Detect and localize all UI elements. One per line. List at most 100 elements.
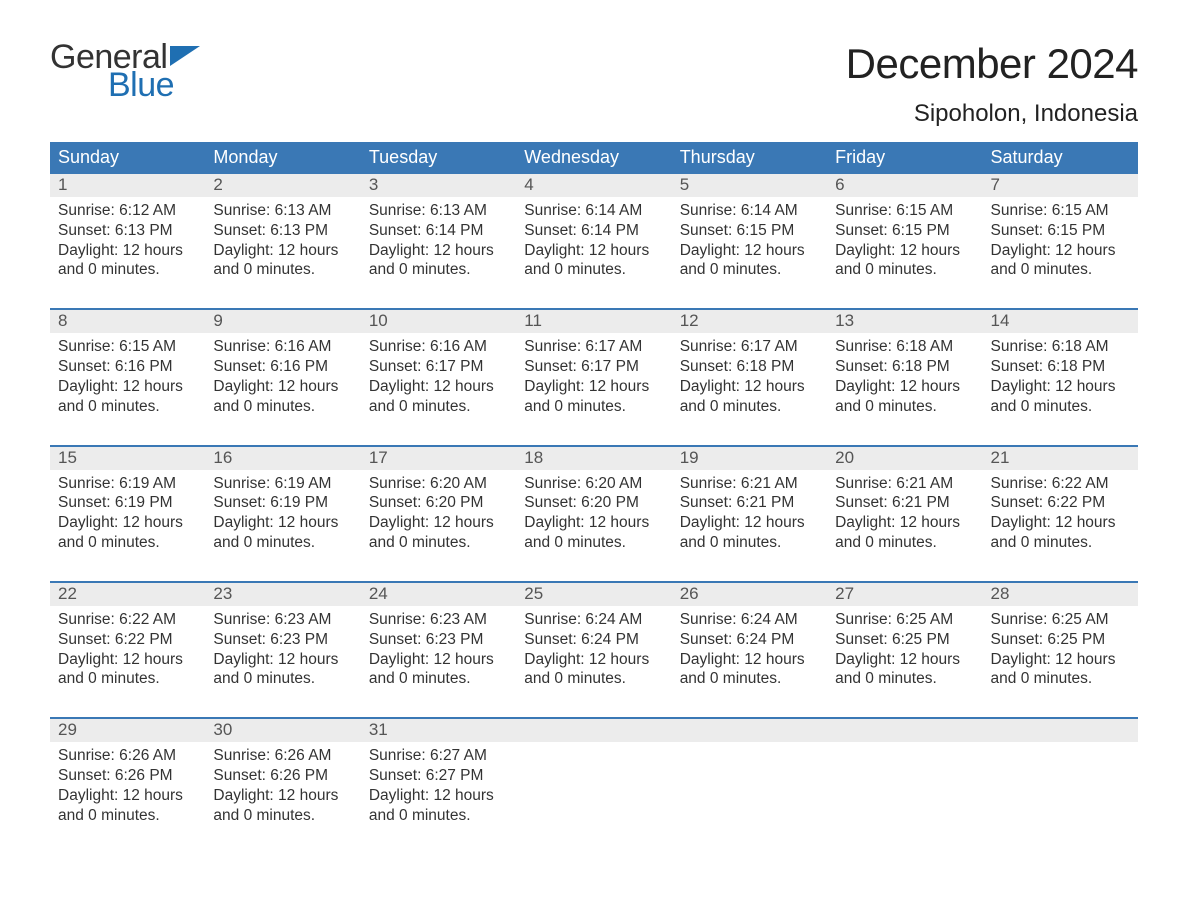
day-day1: Daylight: 12 hours	[991, 241, 1130, 261]
day-number-cell: 19	[672, 446, 827, 470]
week-daynum-row: 1234567	[50, 174, 1138, 197]
day-sunset: Sunset: 6:20 PM	[524, 493, 663, 513]
day-body-cell	[516, 742, 671, 835]
day-number: 15	[50, 447, 205, 470]
day-number-cell	[827, 718, 982, 742]
day-number-cell: 13	[827, 309, 982, 333]
day-number: 4	[516, 174, 671, 197]
day-sunset: Sunset: 6:27 PM	[369, 766, 508, 786]
day-day1: Daylight: 12 hours	[213, 377, 352, 397]
day-day1: Daylight: 12 hours	[991, 377, 1130, 397]
day-day1: Daylight: 12 hours	[524, 377, 663, 397]
day-body-cell: Sunrise: 6:26 AMSunset: 6:26 PMDaylight:…	[50, 742, 205, 835]
day-day2: and 0 minutes.	[58, 806, 197, 826]
day-day1: Daylight: 12 hours	[369, 786, 508, 806]
day-body-cell: Sunrise: 6:15 AMSunset: 6:16 PMDaylight:…	[50, 333, 205, 445]
day-number: 19	[672, 447, 827, 470]
day-sunrise: Sunrise: 6:20 AM	[369, 474, 508, 494]
day-sunset: Sunset: 6:14 PM	[369, 221, 508, 241]
day-body: Sunrise: 6:16 AMSunset: 6:16 PMDaylight:…	[205, 333, 360, 444]
day-body: Sunrise: 6:22 AMSunset: 6:22 PMDaylight:…	[50, 606, 205, 717]
day-sunrise: Sunrise: 6:21 AM	[680, 474, 819, 494]
day-sunset: Sunset: 6:17 PM	[369, 357, 508, 377]
day-sunset: Sunset: 6:21 PM	[680, 493, 819, 513]
day-number: 3	[361, 174, 516, 197]
day-sunrise: Sunrise: 6:17 AM	[680, 337, 819, 357]
day-number: 9	[205, 310, 360, 333]
day-body-cell: Sunrise: 6:17 AMSunset: 6:18 PMDaylight:…	[672, 333, 827, 445]
day-sunset: Sunset: 6:21 PM	[835, 493, 974, 513]
day-body-cell: Sunrise: 6:15 AMSunset: 6:15 PMDaylight:…	[983, 197, 1138, 309]
week-daynum-row: 15161718192021	[50, 446, 1138, 470]
day-body-cell: Sunrise: 6:24 AMSunset: 6:24 PMDaylight:…	[516, 606, 671, 718]
day-day1: Daylight: 12 hours	[835, 377, 974, 397]
day-day1: Daylight: 12 hours	[991, 650, 1130, 670]
day-sunrise: Sunrise: 6:14 AM	[680, 201, 819, 221]
day-body-cell: Sunrise: 6:25 AMSunset: 6:25 PMDaylight:…	[983, 606, 1138, 718]
day-body-cell: Sunrise: 6:21 AMSunset: 6:21 PMDaylight:…	[672, 470, 827, 582]
day-sunset: Sunset: 6:16 PM	[213, 357, 352, 377]
day-body: Sunrise: 6:26 AMSunset: 6:26 PMDaylight:…	[50, 742, 205, 835]
weekday-header: Tuesday	[361, 142, 516, 174]
day-sunset: Sunset: 6:18 PM	[680, 357, 819, 377]
day-sunset: Sunset: 6:13 PM	[58, 221, 197, 241]
day-body	[672, 742, 827, 776]
day-day2: and 0 minutes.	[369, 806, 508, 826]
day-day2: and 0 minutes.	[524, 397, 663, 417]
day-body: Sunrise: 6:25 AMSunset: 6:25 PMDaylight:…	[983, 606, 1138, 717]
day-sunset: Sunset: 6:18 PM	[991, 357, 1130, 377]
day-sunrise: Sunrise: 6:19 AM	[58, 474, 197, 494]
day-sunrise: Sunrise: 6:12 AM	[58, 201, 197, 221]
page: General Blue December 2024 Sipoholon, In…	[0, 0, 1188, 876]
day-body: Sunrise: 6:17 AMSunset: 6:17 PMDaylight:…	[516, 333, 671, 444]
brand-blue: Blue	[108, 68, 200, 102]
day-body: Sunrise: 6:12 AMSunset: 6:13 PMDaylight:…	[50, 197, 205, 308]
day-day2: and 0 minutes.	[58, 669, 197, 689]
brand-logo: General Blue	[50, 40, 200, 102]
day-sunset: Sunset: 6:26 PM	[58, 766, 197, 786]
day-day2: and 0 minutes.	[524, 533, 663, 553]
day-day1: Daylight: 12 hours	[680, 650, 819, 670]
day-sunrise: Sunrise: 6:24 AM	[524, 610, 663, 630]
day-body-cell: Sunrise: 6:13 AMSunset: 6:13 PMDaylight:…	[205, 197, 360, 309]
day-sunset: Sunset: 6:23 PM	[213, 630, 352, 650]
day-sunrise: Sunrise: 6:27 AM	[369, 746, 508, 766]
day-number-cell: 17	[361, 446, 516, 470]
day-number: 31	[361, 719, 516, 742]
day-number: 26	[672, 583, 827, 606]
day-number-cell: 23	[205, 582, 360, 606]
day-number: 10	[361, 310, 516, 333]
day-body	[983, 742, 1138, 776]
day-sunrise: Sunrise: 6:25 AM	[835, 610, 974, 630]
day-sunset: Sunset: 6:17 PM	[524, 357, 663, 377]
day-body-cell: Sunrise: 6:27 AMSunset: 6:27 PMDaylight:…	[361, 742, 516, 835]
day-day1: Daylight: 12 hours	[369, 513, 508, 533]
day-number-cell	[672, 718, 827, 742]
day-day1: Daylight: 12 hours	[58, 650, 197, 670]
day-sunset: Sunset: 6:26 PM	[213, 766, 352, 786]
day-sunrise: Sunrise: 6:20 AM	[524, 474, 663, 494]
day-body: Sunrise: 6:24 AMSunset: 6:24 PMDaylight:…	[672, 606, 827, 717]
day-sunrise: Sunrise: 6:19 AM	[213, 474, 352, 494]
day-number	[516, 719, 671, 742]
day-sunset: Sunset: 6:19 PM	[58, 493, 197, 513]
day-number: 20	[827, 447, 982, 470]
day-body-cell	[983, 742, 1138, 835]
weekday-header: Wednesday	[516, 142, 671, 174]
day-day1: Daylight: 12 hours	[835, 513, 974, 533]
day-number-cell: 3	[361, 174, 516, 197]
day-number	[672, 719, 827, 742]
day-day1: Daylight: 12 hours	[524, 513, 663, 533]
location-label: Sipoholon, Indonesia	[846, 100, 1138, 128]
day-day1: Daylight: 12 hours	[680, 241, 819, 261]
day-body-cell: Sunrise: 6:14 AMSunset: 6:14 PMDaylight:…	[516, 197, 671, 309]
day-sunrise: Sunrise: 6:15 AM	[58, 337, 197, 357]
day-sunset: Sunset: 6:18 PM	[835, 357, 974, 377]
day-number: 7	[983, 174, 1138, 197]
weekday-header: Thursday	[672, 142, 827, 174]
day-body-cell: Sunrise: 6:16 AMSunset: 6:16 PMDaylight:…	[205, 333, 360, 445]
day-body-cell: Sunrise: 6:20 AMSunset: 6:20 PMDaylight:…	[516, 470, 671, 582]
day-body: Sunrise: 6:20 AMSunset: 6:20 PMDaylight:…	[516, 470, 671, 581]
day-body	[516, 742, 671, 776]
day-number: 1	[50, 174, 205, 197]
